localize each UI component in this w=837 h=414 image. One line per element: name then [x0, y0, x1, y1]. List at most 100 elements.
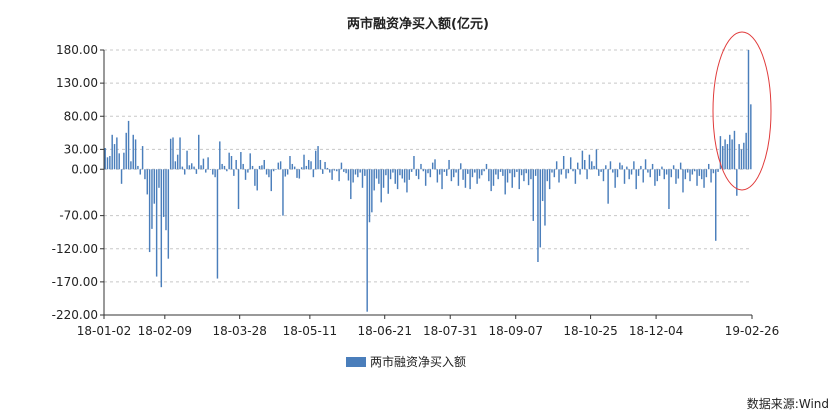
bar: [247, 169, 249, 173]
bar: [181, 166, 184, 170]
bar: [518, 169, 520, 190]
bar: [656, 169, 658, 182]
bar: [600, 169, 602, 172]
x-tick-label: 18-10-25: [563, 324, 617, 338]
bar: [408, 169, 411, 180]
bar: [237, 169, 240, 209]
bar: [453, 169, 455, 178]
bar: [289, 156, 291, 170]
bar: [733, 130, 736, 170]
x-tick-label: 18-07-31: [423, 324, 477, 338]
bar: [338, 169, 340, 182]
bar: [322, 169, 324, 174]
bar: [120, 169, 123, 184]
bar: [200, 165, 202, 170]
bar: [668, 169, 670, 209]
bar: [235, 159, 237, 170]
bar: [183, 169, 186, 175]
bar: [696, 169, 698, 186]
bar: [167, 169, 170, 259]
y-tick-label: 30.00: [64, 142, 98, 156]
bar: [649, 169, 651, 178]
bar: [485, 163, 488, 170]
bar: [750, 104, 752, 170]
bar: [132, 134, 134, 170]
bar: [382, 169, 385, 188]
legend-label: 两市融资净买入额: [370, 354, 466, 369]
bar: [672, 165, 675, 170]
bar: [495, 169, 497, 175]
bar: [431, 162, 434, 170]
bar: [198, 134, 200, 170]
bar: [579, 169, 581, 175]
bar: [258, 165, 261, 170]
bar: [481, 169, 483, 176]
bar: [525, 169, 527, 174]
bar: [373, 169, 375, 191]
bar: [551, 169, 553, 173]
bar: [429, 169, 432, 178]
bar: [588, 154, 591, 170]
bar: [354, 169, 357, 175]
bar: [719, 136, 722, 170]
bar: [438, 169, 441, 175]
bar: [406, 169, 408, 193]
bar: [410, 169, 413, 172]
bar: [560, 169, 563, 175]
bar: [658, 169, 661, 176]
bar: [357, 169, 359, 178]
bar: [555, 161, 558, 170]
bar: [233, 169, 235, 176]
bar: [488, 169, 490, 182]
bar: [275, 169, 277, 170]
bar: [707, 163, 710, 170]
bar: [469, 169, 471, 190]
bar: [305, 165, 308, 170]
y-tick-label: -120.00: [52, 242, 98, 256]
bar: [324, 161, 326, 170]
bar: [467, 169, 469, 174]
bar: [628, 169, 630, 180]
bar: [298, 169, 301, 179]
bar: [553, 169, 556, 178]
bar: [427, 169, 429, 174]
bar: [221, 163, 223, 170]
bar: [703, 169, 705, 188]
bar: [186, 150, 188, 170]
bar: [326, 167, 329, 170]
bar: [153, 169, 156, 204]
bar: [623, 169, 626, 184]
bar: [219, 141, 221, 170]
bar: [462, 169, 464, 180]
bar: [249, 153, 251, 170]
bar: [148, 169, 151, 253]
bar: [689, 169, 691, 182]
bar: [616, 169, 619, 178]
bar: [191, 163, 193, 170]
bar: [307, 159, 310, 170]
bar: [539, 169, 542, 248]
bar: [516, 169, 518, 172]
bar: [684, 169, 687, 180]
bar: [474, 169, 476, 173]
bar: [319, 159, 322, 170]
bar: [111, 134, 113, 170]
bar: [450, 169, 453, 182]
legend: 两市融资净买入额: [346, 354, 466, 369]
bar: [361, 169, 364, 188]
bar: [314, 150, 317, 170]
x-tick-label: 18-03-28: [212, 324, 266, 338]
bar: [490, 169, 492, 192]
bar: [310, 161, 312, 170]
bar: [654, 169, 656, 186]
y-tick-label: 80.00: [64, 109, 98, 123]
bar: [436, 169, 439, 183]
bar: [209, 169, 212, 170]
bar: [347, 169, 350, 181]
x-tick-label: 18-05-11: [283, 324, 337, 338]
bar: [151, 169, 153, 229]
bar: [710, 169, 712, 183]
bar: [158, 169, 160, 188]
x-tick-label: 18-09-07: [488, 324, 542, 338]
bar: [497, 169, 499, 180]
